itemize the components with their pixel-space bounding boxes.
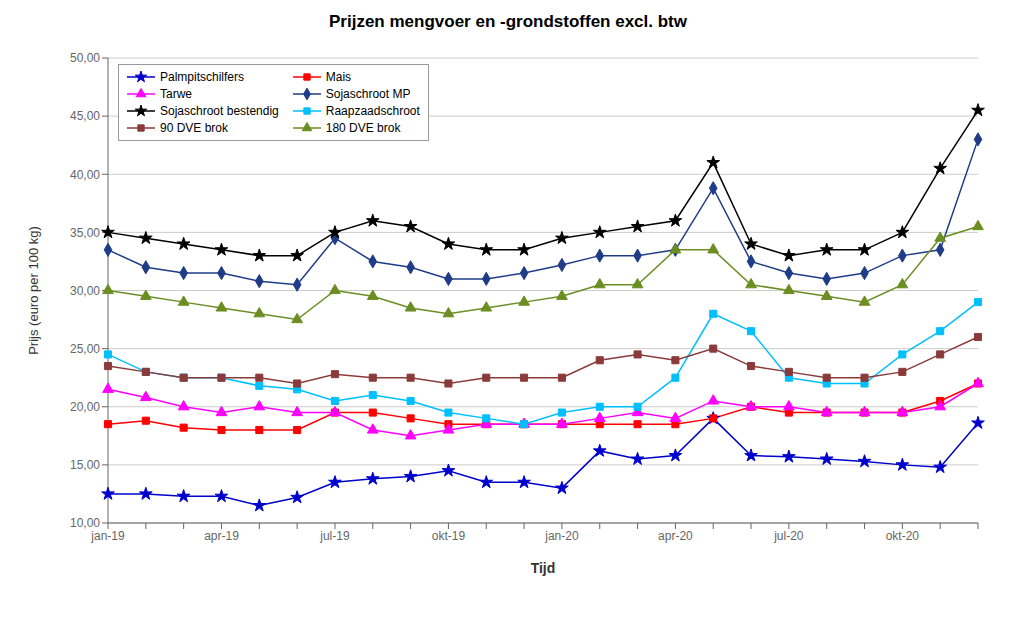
svg-text:Tijd: Tijd [531, 560, 556, 576]
svg-text:15,00: 15,00 [70, 458, 100, 472]
svg-text:jan-20: jan-20 [544, 529, 579, 543]
svg-text:jan-19: jan-19 [90, 529, 125, 543]
svg-text:okt-19: okt-19 [432, 529, 466, 543]
html-text:180 DVE brok: 180 DVE brok [325, 121, 401, 135]
html-text:Mais: Mais [325, 70, 352, 84]
html-text:Prijzen mengvoer en -grondstof: Prijzen mengvoer en -grondstoffen excl. … [329, 12, 687, 31]
svg-text:apr-19: apr-19 [204, 529, 239, 543]
svg-text:35,00: 35,00 [70, 226, 100, 240]
svg-text:10,00: 10,00 [70, 516, 100, 530]
svg-text:jul-19: jul-19 [319, 529, 350, 543]
svg-text:30,00: 30,00 [70, 284, 100, 298]
svg-text:45,00: 45,00 [70, 109, 100, 123]
svg-text:apr-20: apr-20 [658, 529, 693, 543]
svg-text:Prijs (euro per 100 kg): Prijs (euro per 100 kg) [26, 226, 41, 355]
html-text:Sojaschroot MP: Sojaschroot MP [325, 87, 411, 101]
html-text:Tarwe: Tarwe [160, 87, 192, 101]
svg-text:jul-20: jul-20 [773, 529, 804, 543]
svg-text:20,00: 20,00 [70, 400, 100, 414]
svg-text:50,00: 50,00 [70, 51, 100, 65]
html-text:Palmpitschilfers: Palmpitschilfers [160, 70, 244, 84]
svg-text:40,00: 40,00 [70, 168, 100, 182]
html-text:90 DVE brok: 90 DVE brok [160, 121, 228, 135]
html-text:Raapzaadschroot: Raapzaadschroot [325, 104, 420, 118]
svg-text:okt-20: okt-20 [886, 529, 920, 543]
html-text:Sojaschroot bestendig: Sojaschroot bestendig [160, 104, 279, 118]
svg-text:25,00: 25,00 [70, 342, 100, 356]
